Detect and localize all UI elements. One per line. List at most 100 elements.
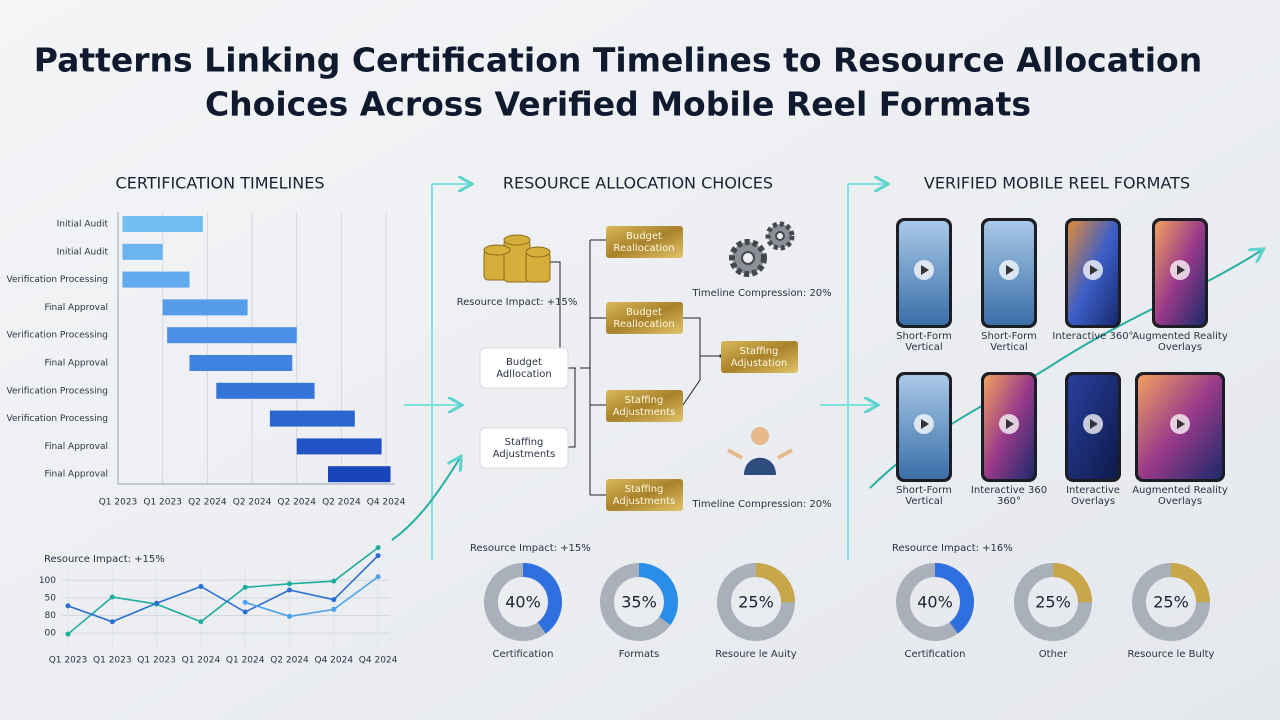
note: Timeline Compression: 20% [691, 288, 831, 299]
line-point [331, 606, 337, 612]
play-icon [921, 419, 929, 429]
section-heading: RESOURCE ALLOCATION CHOICES [503, 174, 773, 193]
x-tick-label: Q1 2023 [99, 498, 138, 508]
x-tick-label: Q2 2024 [277, 498, 316, 508]
node-label: Staffing [740, 346, 779, 357]
phone-caption: Short-Form [896, 331, 952, 342]
play-icon [1177, 265, 1185, 275]
task-label: Final Approval [44, 359, 108, 369]
gantt-bar [122, 216, 203, 232]
task-label: Final Approval [44, 303, 108, 313]
line-point [154, 600, 160, 606]
y-tick-label: 50 [45, 593, 57, 603]
task-label: Final Approval [44, 470, 108, 480]
choice-node [606, 479, 683, 511]
gantt-bar [189, 355, 293, 371]
play-icon [921, 265, 929, 275]
line-point [242, 599, 248, 605]
gantt-bar [327, 466, 391, 483]
x-tick-label: Q2 2024 [270, 656, 309, 666]
donut-label: Formats [619, 649, 659, 660]
donut-title: Resource Impact: +16% [892, 543, 1013, 554]
line-series [67, 547, 379, 635]
phone-caption: Overlays [1158, 496, 1202, 507]
node-label: Staffing [625, 395, 664, 406]
note: Timeline Compression: 20% [691, 499, 831, 510]
line-point [198, 583, 204, 589]
donut-label: Other [1039, 649, 1068, 660]
x-tick-label: Q1 2024 [226, 656, 265, 666]
source-node [479, 347, 569, 389]
task-label: Verification Processing [7, 275, 109, 285]
y-tick-label: 100 [39, 576, 56, 586]
donut-value: 25% [1035, 593, 1071, 612]
phone-caption: Interactive 360° [1052, 331, 1133, 342]
donut-value: 35% [621, 593, 657, 612]
task-label: Initial Audit [57, 220, 109, 230]
line-point [375, 553, 381, 559]
section-heading: CERTIFICATION TIMELINES [116, 174, 325, 193]
x-tick-label: Q2 2024 [233, 498, 272, 508]
donut-segment [896, 563, 974, 641]
phones [896, 218, 1225, 482]
donut-segment [1014, 563, 1092, 641]
line-point [109, 619, 115, 625]
phone-caption: 360° [997, 496, 1021, 507]
node-label: Adjustments [613, 496, 676, 507]
donut-value: 40% [917, 593, 953, 612]
phone-caption: Overlays [1158, 342, 1202, 353]
phone-caption: Interactive [1066, 485, 1120, 496]
x-tick-label: Q2 2024 [188, 498, 227, 508]
phone-caption: Short-Form [981, 331, 1037, 342]
choice-node [606, 302, 683, 334]
node-label: Adjustments [613, 407, 676, 418]
gantt-bar [122, 271, 190, 288]
gantt-bar [162, 299, 248, 316]
node-label: Reallocation [613, 243, 674, 254]
line-series [67, 555, 379, 623]
node-label: Staffing [625, 484, 664, 495]
line-series [244, 576, 379, 618]
title: Patterns Linking Certification Timelines… [34, 41, 1202, 80]
task-label: Verification Processing [7, 386, 109, 396]
line-point [331, 578, 337, 584]
task-label: Initial Audit [57, 247, 109, 257]
x-tick-label: Q1 2023 [93, 656, 132, 666]
donut-label: Resource le Bulty [1128, 649, 1215, 660]
donut-segment [484, 563, 562, 641]
play-icon [1006, 265, 1014, 275]
play-icon [1090, 419, 1098, 429]
line-point [242, 609, 248, 615]
donut-segment [1132, 563, 1210, 641]
line-point [287, 587, 292, 593]
node-label: Budget [626, 231, 662, 242]
x-tick-label: Q1 2024 [182, 656, 221, 666]
line-point [242, 584, 248, 590]
choice-node [721, 341, 798, 373]
x-tick-label: Q4 2024 [367, 498, 406, 508]
x-tick-label: Q1 2023 [137, 656, 176, 666]
person-icon [727, 427, 793, 475]
x-tick-label: Q2 2024 [322, 498, 361, 508]
donut-label: Certification [492, 649, 553, 660]
node-label: Adjustation [731, 358, 788, 369]
gantt-bar [296, 438, 382, 455]
gantt-bar [216, 382, 315, 399]
node-label: Budget [506, 357, 542, 368]
chart-title: Resource Impact: +15% [44, 554, 165, 565]
donut-segment [717, 563, 795, 641]
x-tick-label: Q4 2024 [359, 656, 398, 666]
line-point [287, 613, 292, 619]
gears-icon [729, 221, 795, 277]
source-node [479, 427, 569, 469]
gantt-bar [122, 243, 163, 260]
gantt-bar [167, 327, 297, 344]
phone-caption: Augmented Reality [1132, 331, 1228, 342]
line-point [109, 594, 115, 600]
donut-segment [600, 563, 678, 641]
phone-caption: Short-Form [896, 485, 952, 496]
donut-title: Resource Impact: +15% [470, 543, 591, 554]
donut-value: 40% [505, 593, 541, 612]
section-heading: VERIFIED MOBILE REEL FORMATS [924, 174, 1190, 193]
